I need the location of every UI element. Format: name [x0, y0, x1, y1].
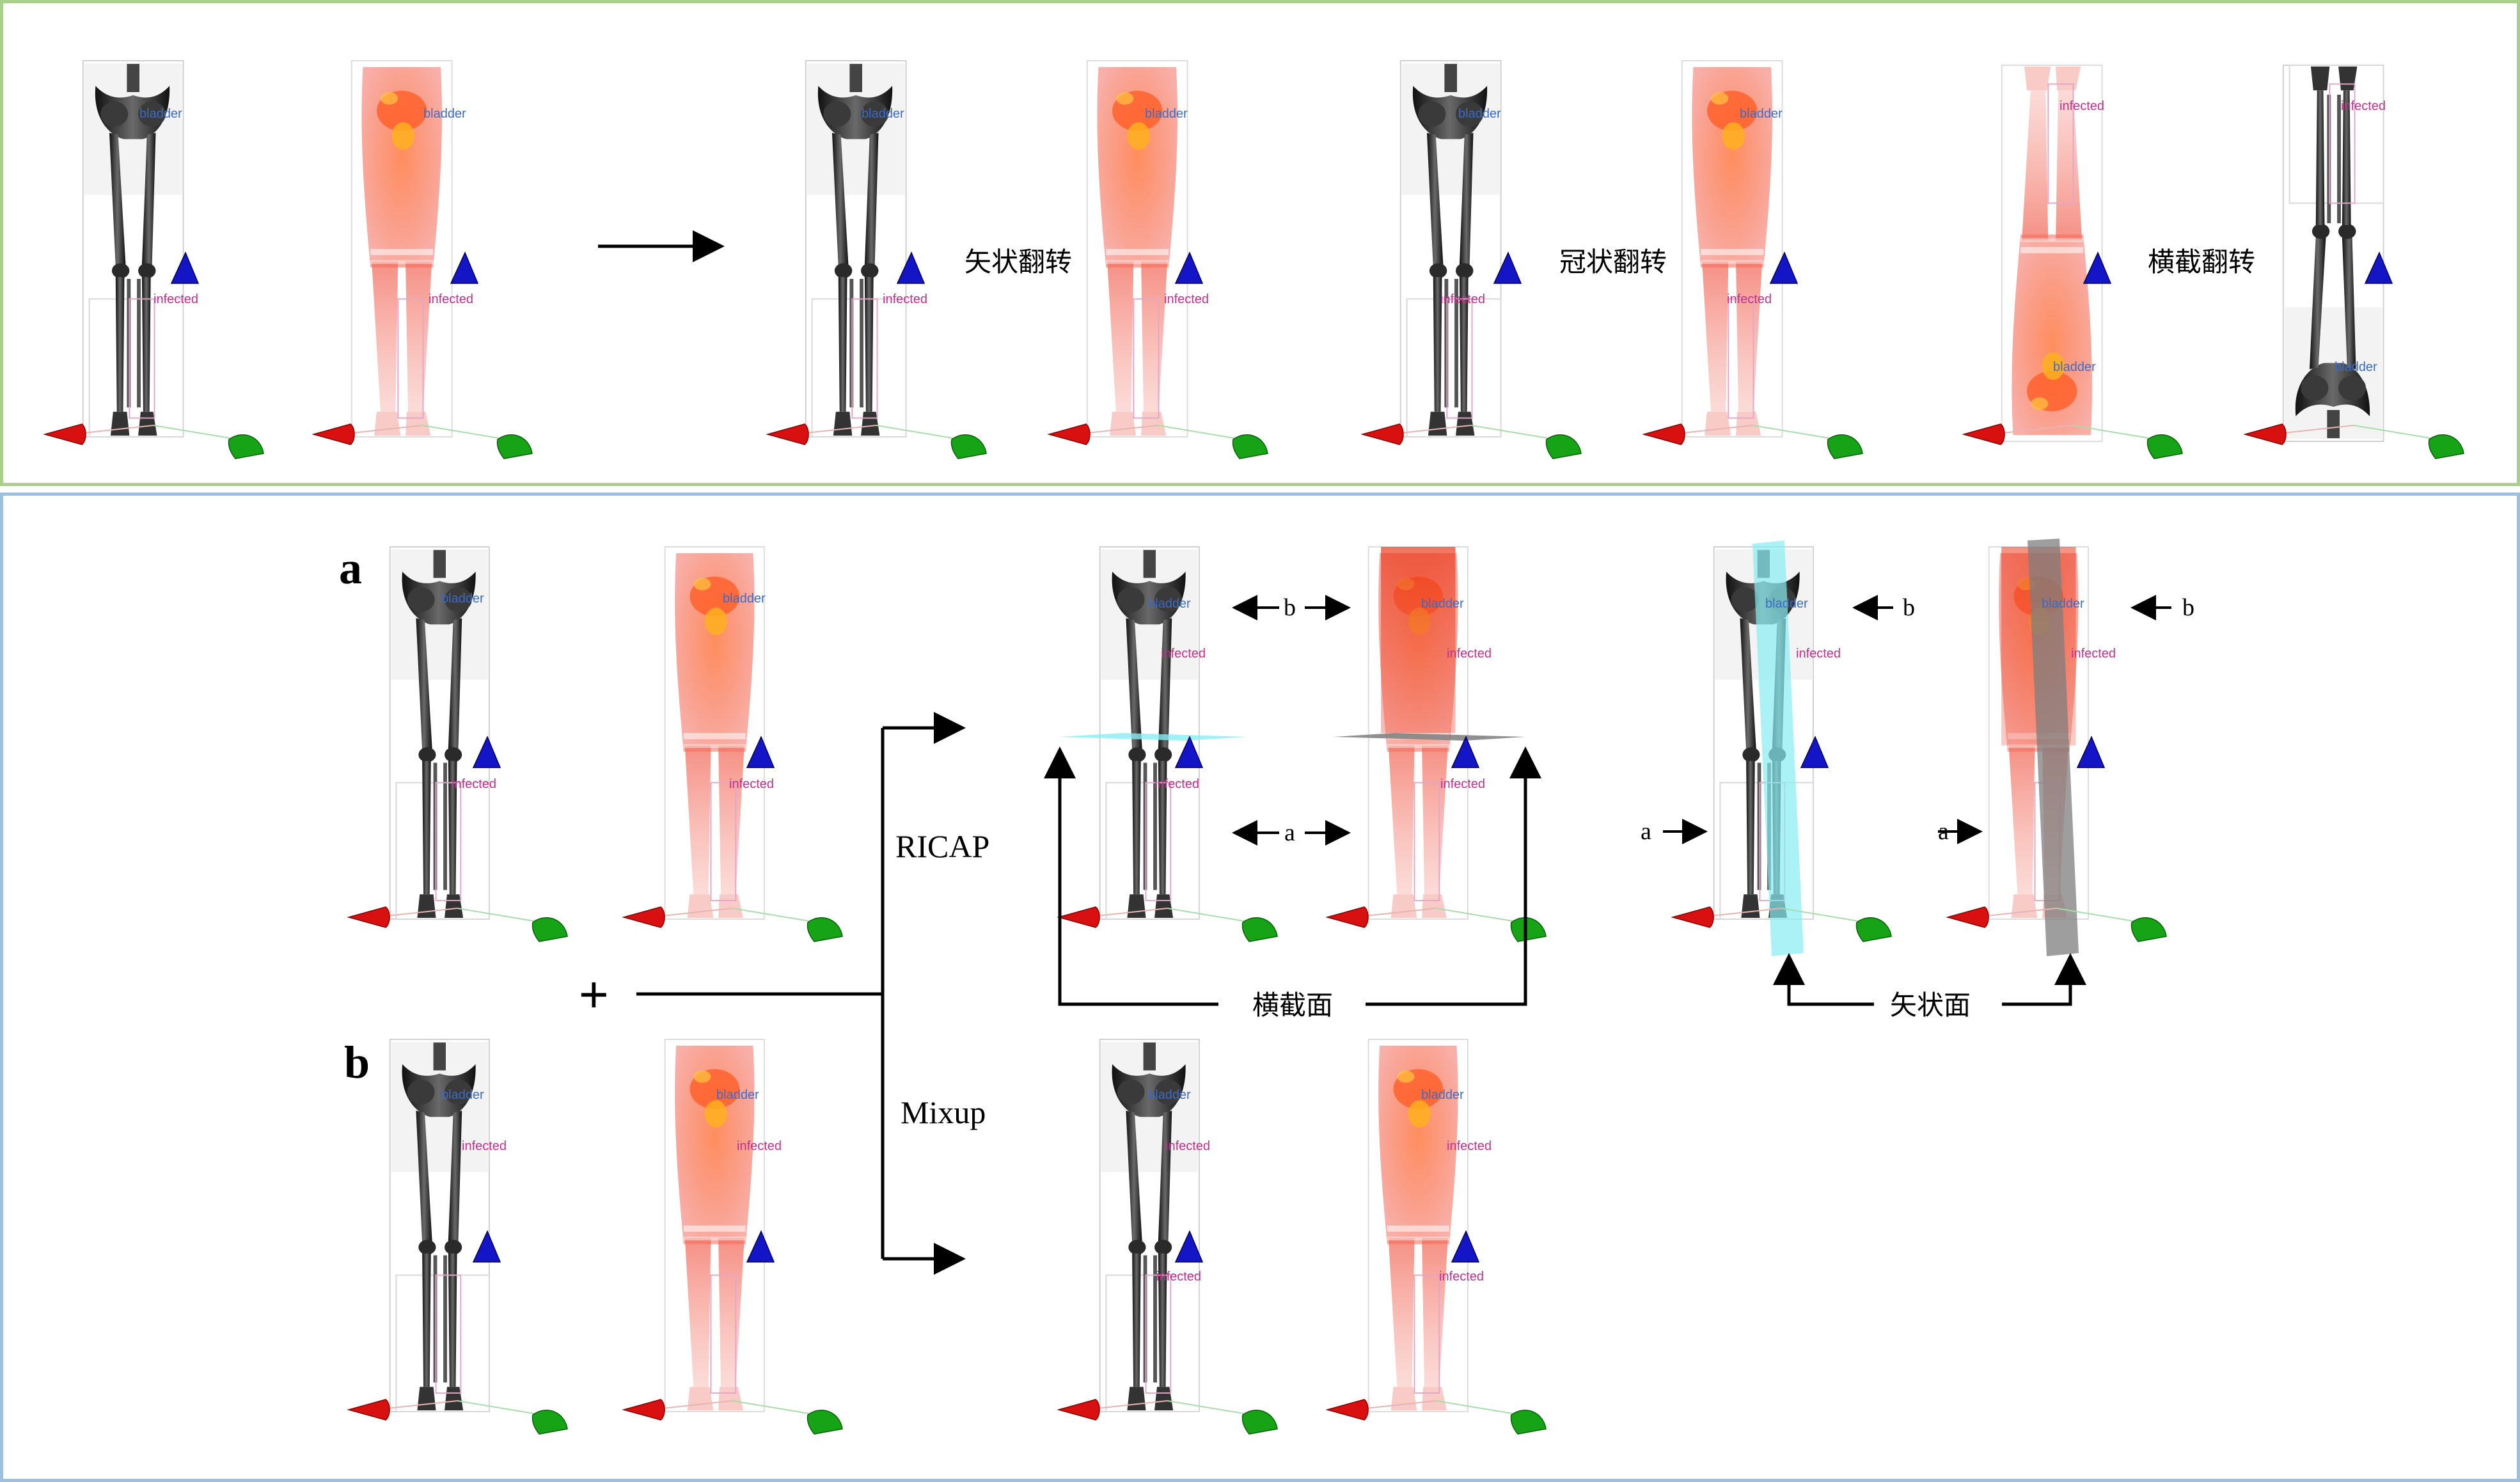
bladder-label: bladder — [1148, 597, 1191, 611]
infected-label: infected — [1727, 292, 1772, 306]
infected-label: infected — [1447, 1139, 1492, 1153]
infected-label: infected — [2341, 99, 2386, 113]
axial-plane-gray — [1334, 733, 1525, 741]
ricap-arrow-b: b — [1284, 594, 1296, 621]
bladder-label: bladder — [1148, 1088, 1191, 1102]
infected-label: infected — [2059, 99, 2104, 113]
axial-plane-cyan — [1059, 733, 1247, 741]
sagittal-arrow-a-left: a — [1641, 818, 1651, 845]
bottom-organ-labels: bladder bladder bladder bladder bladder … — [441, 592, 2116, 1284]
bladder-label: bladder — [441, 592, 484, 606]
sagittal-arrow-a-right: a — [1938, 818, 1949, 845]
ricap-region-arrows — [1232, 595, 1351, 846]
infected-label: infected — [1440, 292, 1485, 306]
sagittal-plane-label: 矢状面 — [1890, 989, 1971, 1021]
infected-label: infected — [1161, 647, 1206, 661]
sagittal-arrow-b-left: b — [1903, 594, 1915, 621]
bottom-axes — [348, 736, 2167, 1435]
flip-coronal-label: 冠状翻转 — [1559, 246, 1667, 278]
infected-label: infected — [1439, 1270, 1484, 1284]
bladder-label: bladder — [862, 107, 904, 121]
infected-label: infected — [429, 292, 473, 306]
infected-label: infected — [154, 292, 198, 306]
sample-a-label: a — [339, 542, 362, 594]
ricap-label: RICAP — [895, 828, 989, 864]
bladder-label: bladder — [1421, 597, 1464, 611]
bladder-label: bladder — [1765, 597, 1808, 611]
top-axial-skeleton — [2282, 65, 2384, 442]
sample-b-label: b — [344, 1037, 370, 1088]
infected-label: infected — [1165, 1139, 1210, 1153]
axial-plane-bracket — [1044, 746, 1541, 1006]
bladder-label: bladder — [1421, 1088, 1464, 1102]
infected-label: infected — [1796, 647, 1841, 661]
top-organ-labels: bladder bladder bladder bladder bladder … — [139, 99, 2386, 374]
plus-sign: + — [579, 966, 609, 1023]
bladder-label: bladder — [423, 107, 466, 121]
sagittal-plane-gray — [2028, 539, 2079, 956]
bladder-label: bladder — [2335, 360, 2377, 374]
sagittal-region-arrows — [1663, 595, 2171, 844]
bladder-label: bladder — [139, 107, 182, 121]
ricap-pet — [1367, 546, 1469, 920]
infected-label: infected — [729, 777, 774, 791]
infected-label: infected — [462, 1139, 507, 1153]
infected-label: infected — [1447, 647, 1492, 661]
axial-plane-label: 横截面 — [1252, 989, 1333, 1021]
flip-axial-label: 横截翻转 — [2148, 246, 2255, 278]
branch-connector — [636, 712, 966, 1275]
bladder-label: bladder — [2042, 597, 2084, 611]
infected-label: infected — [1156, 1270, 1201, 1284]
infected-label: infected — [1154, 777, 1199, 791]
ricap-arrow-a: a — [1284, 819, 1295, 846]
infected-label: infected — [737, 1139, 782, 1153]
mixup-label: Mixup — [901, 1094, 986, 1130]
sagittal-arrow-b-right: b — [2182, 594, 2194, 621]
infected-label: infected — [1164, 292, 1209, 306]
bladder-label: bladder — [716, 1088, 759, 1102]
sagittal-plane-bracket — [1773, 953, 2086, 1006]
bladder-label: bladder — [1458, 107, 1501, 121]
infected-label: infected — [883, 292, 927, 306]
bladder-label: bladder — [723, 592, 766, 606]
top-flip-labels: 矢状翻转 冠状翻转 横截翻转 — [965, 246, 2255, 278]
top-axial-pet — [2001, 65, 2103, 442]
bladder-label: bladder — [1145, 107, 1188, 121]
infected-label: infected — [452, 777, 496, 791]
infected-label: infected — [2071, 647, 2116, 661]
bladder-label: bladder — [1740, 107, 1783, 121]
infected-label: infected — [1440, 777, 1485, 791]
bladder-label: bladder — [2053, 360, 2096, 374]
flip-sagittal-label: 矢状翻转 — [965, 246, 1072, 278]
bladder-label: bladder — [441, 1088, 484, 1102]
sagittal-plane-cyan — [1752, 540, 1804, 956]
